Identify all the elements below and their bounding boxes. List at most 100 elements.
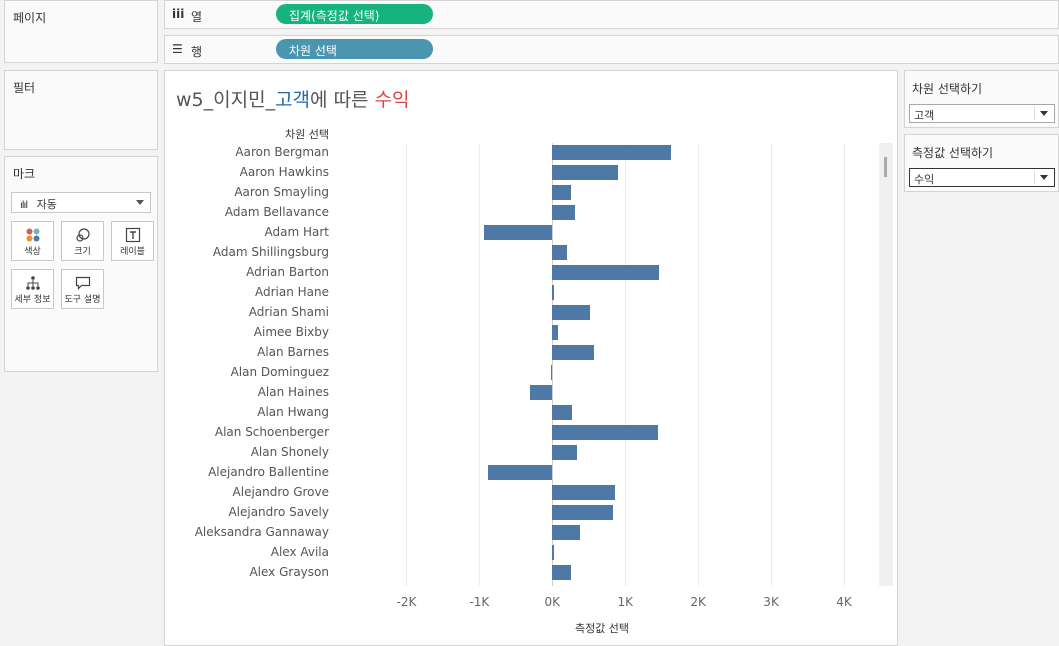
gridline bbox=[698, 143, 700, 586]
bar[interactable] bbox=[552, 444, 578, 460]
row-label[interactable]: Adrian Hane bbox=[254, 285, 329, 299]
row-label[interactable]: Adrian Barton bbox=[246, 265, 329, 279]
columns-pill[interactable]: 집계(측정값 선택) bbox=[276, 4, 433, 24]
gridline bbox=[625, 143, 627, 586]
bar[interactable] bbox=[552, 244, 567, 260]
title-middle: 에 따른 bbox=[310, 89, 375, 111]
label-button[interactable]: 레이블 bbox=[111, 221, 154, 261]
title-measure: 수익 bbox=[374, 89, 410, 111]
row-label[interactable]: Aaron Smayling bbox=[234, 185, 329, 199]
row-label[interactable]: Alan Haines bbox=[257, 385, 329, 399]
columns-shelf[interactable]: iii 열 집계(측정값 선택) bbox=[164, 0, 1059, 29]
bar[interactable] bbox=[552, 284, 554, 300]
measure-parameter-card: 측정값 선택하기 수익 bbox=[904, 134, 1059, 192]
rows-icon: ☰ bbox=[172, 42, 183, 56]
chevron-down-icon bbox=[1040, 175, 1048, 180]
columns-icon: iii bbox=[172, 7, 185, 21]
pages-card[interactable]: 페이지 bbox=[4, 0, 158, 63]
dropdown-divider bbox=[1034, 171, 1035, 184]
row-label[interactable]: Adam Shillingsburg bbox=[212, 245, 329, 259]
filters-card[interactable]: 필터 bbox=[4, 70, 158, 150]
chevron-down-icon bbox=[136, 200, 144, 205]
bar[interactable] bbox=[552, 144, 672, 160]
vertical-scrollbar[interactable] bbox=[879, 143, 893, 586]
measure-parameter-title: 측정값 선택하기 bbox=[912, 146, 994, 160]
scrollbar-thumb[interactable] bbox=[884, 157, 887, 177]
bar[interactable] bbox=[552, 204, 575, 220]
row-label[interactable]: Alex Avila bbox=[270, 545, 329, 559]
x-tick-label: 2K bbox=[690, 595, 706, 609]
measure-parameter-dropdown[interactable]: 수익 bbox=[909, 168, 1055, 187]
bar[interactable] bbox=[552, 484, 615, 500]
x-tick-label: -2K bbox=[396, 595, 417, 609]
row-label[interactable]: Adam Bellavance bbox=[224, 205, 329, 219]
bar[interactable] bbox=[488, 464, 553, 480]
chart-plot[interactable] bbox=[335, 143, 879, 586]
bar[interactable] bbox=[552, 184, 572, 200]
bar[interactable] bbox=[552, 524, 580, 540]
color-icon bbox=[12, 222, 53, 244]
row-label[interactable]: Adrian Shami bbox=[248, 305, 329, 319]
text-icon bbox=[112, 222, 153, 244]
gridline bbox=[843, 143, 845, 586]
row-label[interactable]: Alan Dominguez bbox=[230, 365, 329, 379]
bar[interactable] bbox=[552, 264, 659, 280]
bar[interactable] bbox=[552, 404, 572, 420]
row-label[interactable]: Alan Shonely bbox=[250, 445, 329, 459]
gridline bbox=[479, 143, 481, 586]
size-icon bbox=[62, 222, 103, 244]
label-label: 레이블 bbox=[120, 247, 145, 257]
dimension-parameter-dropdown[interactable]: 고객 bbox=[909, 104, 1055, 123]
row-label[interactable]: Adam Hart bbox=[264, 225, 330, 239]
detail-label: 세부 정보 bbox=[14, 295, 51, 305]
row-label[interactable]: Aaron Bergman bbox=[235, 145, 329, 159]
row-label[interactable]: Aaron Hawkins bbox=[239, 165, 329, 179]
bar[interactable] bbox=[552, 304, 591, 320]
row-header: 차원 선택 bbox=[285, 128, 329, 141]
row-label[interactable]: Alan Barnes bbox=[257, 345, 329, 359]
mark-type-dropdown[interactable]: ılıl 자동 bbox=[11, 192, 151, 213]
bar-chart-icon: ılıl bbox=[20, 200, 28, 211]
x-tick-label: 4K bbox=[836, 595, 852, 609]
columns-shelf-label: 열 bbox=[191, 10, 203, 24]
bar[interactable] bbox=[552, 504, 613, 520]
bar[interactable] bbox=[552, 344, 594, 360]
row-label[interactable]: Alan Hwang bbox=[257, 405, 329, 419]
bar[interactable] bbox=[552, 424, 659, 440]
gridline bbox=[406, 143, 408, 586]
rows-shelf[interactable]: ☰ 행 차원 선택 bbox=[164, 35, 1059, 64]
bar[interactable] bbox=[552, 544, 554, 560]
bar[interactable] bbox=[550, 364, 553, 380]
x-tick-label: 1K bbox=[617, 595, 633, 609]
marks-title: 마크 bbox=[13, 167, 36, 181]
tooltip-icon bbox=[62, 270, 103, 292]
chevron-down-icon bbox=[1040, 111, 1048, 116]
row-label[interactable]: Alejandro Ballentine bbox=[208, 465, 329, 479]
row-label[interactable]: Aimee Bixby bbox=[253, 325, 329, 339]
color-button[interactable]: 색상 bbox=[11, 221, 54, 261]
viz-area: w5_이지민_고객에 따른 수익 차원 선택 Aaron Bergman Aaro… bbox=[164, 70, 898, 646]
size-button[interactable]: 크기 bbox=[61, 221, 104, 261]
detail-button[interactable]: 세부 정보 bbox=[11, 269, 54, 309]
detail-icon bbox=[12, 270, 53, 292]
dimension-parameter-value: 고객 bbox=[914, 109, 935, 122]
bar[interactable] bbox=[552, 324, 559, 340]
row-label[interactable]: Alejandro Savely bbox=[228, 505, 329, 519]
bar[interactable] bbox=[483, 224, 553, 240]
dimension-parameter-card: 차원 선택하기 고객 bbox=[904, 70, 1059, 128]
title-prefix: w5_이지민_ bbox=[176, 89, 276, 111]
row-label[interactable]: Alejandro Grove bbox=[232, 485, 329, 499]
rows-pill[interactable]: 차원 선택 bbox=[276, 39, 433, 59]
rows-shelf-label: 행 bbox=[191, 45, 203, 59]
bar[interactable] bbox=[529, 384, 553, 400]
dimension-parameter-title: 차원 선택하기 bbox=[912, 82, 983, 96]
row-label[interactable]: Alex Grayson bbox=[249, 565, 329, 579]
pages-title: 페이지 bbox=[13, 11, 47, 25]
bar[interactable] bbox=[552, 164, 618, 180]
tooltip-button[interactable]: 도구 설명 bbox=[61, 269, 104, 309]
row-label[interactable]: Aleksandra Gannaway bbox=[194, 525, 329, 539]
bar[interactable] bbox=[552, 564, 572, 580]
row-label[interactable]: Alan Schoenberger bbox=[214, 425, 329, 439]
x-tick-label: 3K bbox=[763, 595, 779, 609]
